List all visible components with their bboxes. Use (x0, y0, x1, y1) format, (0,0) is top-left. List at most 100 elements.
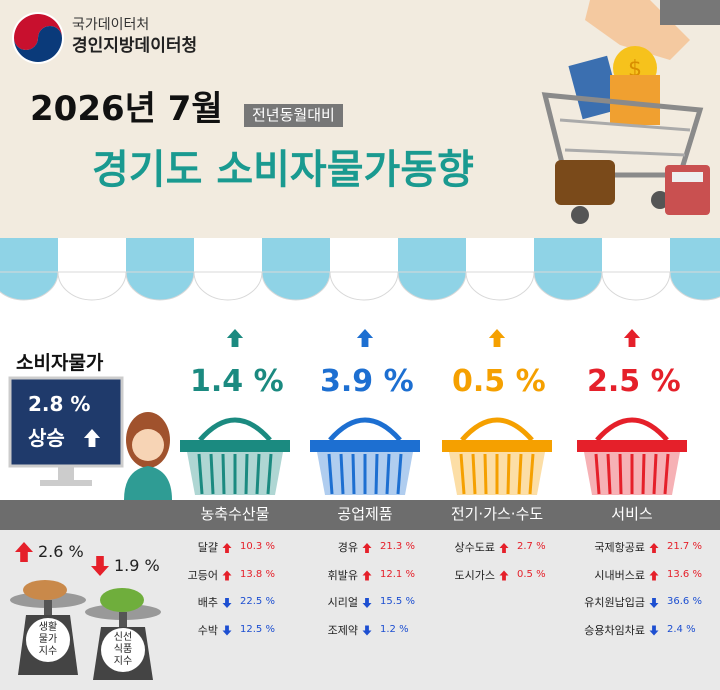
category-name: 공업제품 (337, 505, 393, 523)
overall-status: 상승 (28, 426, 65, 450)
awning-stripe (466, 238, 534, 272)
basket-slat (327, 453, 334, 495)
item-change: 13.6 % (667, 568, 702, 580)
basket-slat (483, 453, 488, 495)
arrow-up (362, 543, 372, 553)
item-change: 10.3 % (240, 541, 275, 552)
basket-slat (374, 453, 379, 495)
item-name: 수박 (197, 623, 218, 637)
arrow-up (499, 570, 509, 581)
awning-stripe (194, 238, 262, 272)
item-change: 21.3 % (380, 541, 415, 552)
awning-stripe (602, 238, 670, 272)
basket-slat (594, 453, 601, 495)
item-name: 국제항공료 (594, 541, 645, 554)
basket-slat (351, 453, 356, 495)
arrow-up (499, 543, 509, 553)
index-change: 2.6 % (38, 542, 84, 561)
arrow-down (91, 556, 109, 576)
arrow-up (222, 570, 232, 581)
awning-stripe (126, 238, 194, 272)
basket-slat (221, 453, 226, 495)
arrow-down (362, 625, 372, 636)
item-change: 21.7 % (667, 541, 702, 552)
overall-label: 소비자물가 (16, 352, 104, 374)
basket-rim (180, 440, 290, 452)
item-change: 36.6 % (667, 596, 702, 607)
category-name: 전기·가스·수도 (450, 505, 544, 523)
basket-slat (528, 453, 535, 495)
item-name: 달걀 (197, 541, 218, 554)
item-name: 휘발유 (327, 568, 358, 582)
basket-slat (471, 453, 477, 495)
basket-rim (442, 440, 552, 452)
basket-slat (209, 453, 215, 495)
index-label: 신선 (113, 632, 133, 643)
awning-scallop (601, 271, 671, 301)
item-name: 상수도료 (454, 541, 495, 554)
basket-slat (266, 453, 273, 495)
basket-handle (460, 417, 534, 442)
badge: 전년동월대비 (244, 104, 343, 127)
basket-slat (517, 453, 523, 495)
item-name: 조제약 (327, 623, 358, 637)
awning-stripe (330, 238, 398, 272)
arrow-up (15, 542, 33, 562)
basket-slat (396, 453, 403, 495)
awning-scallop (465, 271, 535, 301)
arrow-down (362, 598, 372, 608)
awning-stripe (262, 238, 330, 272)
index-label: 식품 (113, 644, 133, 655)
item-name: 고등어 (187, 568, 218, 582)
awning-scallop (329, 271, 399, 301)
arrow-up (488, 329, 506, 347)
period: 2026년 7월 (30, 89, 223, 129)
index-label: 생활 (38, 622, 58, 633)
arrow-up (623, 329, 641, 347)
org-name: 경인지방데이터청 (72, 36, 198, 56)
basket-handle (198, 417, 272, 442)
awning-scallop (397, 271, 467, 301)
awning-scallop (125, 271, 195, 301)
arrow-up (83, 429, 101, 447)
item-change: 0.5 % (517, 568, 546, 580)
index-label: 지수 (113, 656, 133, 667)
main-title: 경기도 소비자물가동향 (92, 147, 474, 193)
basket-slat (663, 453, 670, 495)
item-change: 2.4 % (667, 623, 696, 635)
basket-slat (641, 453, 646, 495)
item-name: 경유 (337, 541, 358, 554)
basket-slat (244, 453, 249, 495)
index-label: 지수 (38, 646, 58, 657)
awning-stripe (398, 238, 466, 272)
category-change: 2.5 % (587, 364, 681, 399)
basket-slat (618, 453, 623, 495)
arrow-up (362, 570, 372, 581)
item-change: 12.1 % (380, 568, 415, 580)
basket-slat (339, 453, 345, 495)
basket-handle (595, 417, 669, 442)
item-change: 13.8 % (240, 568, 275, 580)
basket-handle (328, 417, 402, 442)
basket-rim (310, 440, 420, 452)
arrow-up (649, 543, 659, 553)
awning-scallop (533, 271, 603, 301)
item-name: 유치원납입금 (584, 596, 645, 609)
item-name: 승용차임차료 (584, 623, 645, 637)
index-change: 1.9 % (114, 556, 160, 575)
item-change: 22.5 % (240, 596, 275, 607)
basket-slat (652, 453, 658, 495)
arrow-down (222, 598, 232, 608)
awning-scallop (193, 271, 263, 301)
overall-change: 2.8 % (28, 392, 91, 416)
awning-scallop (57, 271, 127, 301)
basket-slat (506, 453, 511, 495)
arrow-down (222, 625, 232, 636)
item-change: 12.5 % (240, 623, 275, 635)
basket-slat (197, 453, 204, 495)
awning-stripe (58, 238, 126, 272)
item-name: 시내버스료 (594, 568, 645, 582)
awning-scallop (0, 271, 59, 301)
awning-scallop (261, 271, 331, 301)
